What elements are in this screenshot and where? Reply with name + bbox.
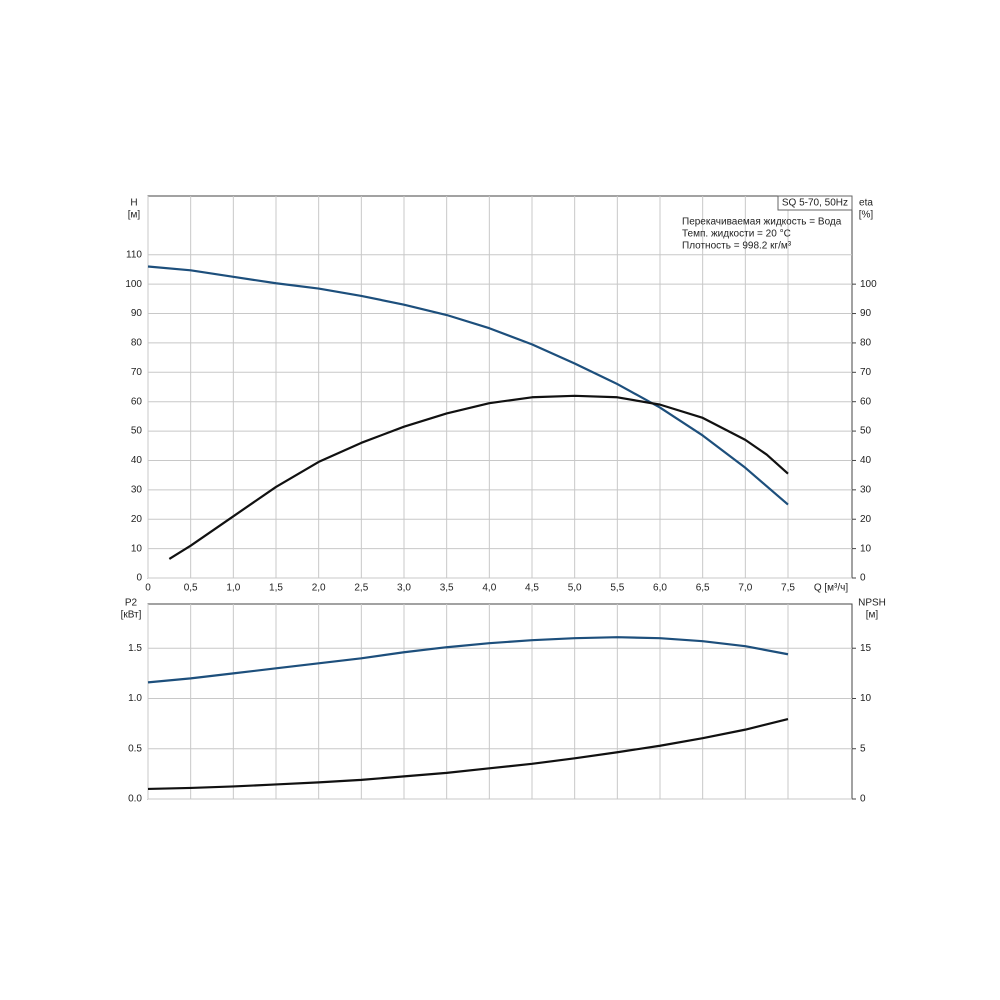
y2-tick-label: 60 xyxy=(860,396,872,407)
y2-tick-label: 90 xyxy=(860,308,872,319)
y2-tick-label: 20 xyxy=(860,514,872,525)
y-tick-label: 1.0 xyxy=(128,693,142,704)
x-tick-label: 4,5 xyxy=(525,583,539,594)
y-tick-label: 10 xyxy=(131,543,143,554)
y-tick-label: 90 xyxy=(131,308,143,319)
y-tick-label: 0.0 xyxy=(128,794,142,805)
y2-tick-label: 10 xyxy=(860,693,872,704)
y2-axis-label: eta xyxy=(859,198,873,209)
y-tick-label: 60 xyxy=(131,396,143,407)
x-tick-label: 6,0 xyxy=(653,583,667,594)
annotation: Перекачиваемая жидкость = Вода xyxy=(682,217,842,228)
bottom-frame xyxy=(147,603,853,800)
x-tick-label: 0,5 xyxy=(184,583,198,594)
x-tick-label: 5,5 xyxy=(610,583,624,594)
annotation: Темп. жидкости = 20 °C xyxy=(682,229,791,240)
x-tick-label: 7,5 xyxy=(781,583,795,594)
y2-tick-label: 15 xyxy=(860,643,872,654)
y2-tick-label: 5 xyxy=(860,743,866,754)
x-tick-label: 3,5 xyxy=(440,583,454,594)
y2-tick-label: 40 xyxy=(860,455,872,466)
y-axis-unit: [м] xyxy=(128,210,141,221)
curve xyxy=(147,636,789,684)
curve xyxy=(147,718,789,791)
curve xyxy=(168,394,789,560)
x-tick-label: 2,0 xyxy=(312,583,326,594)
y-tick-label: 50 xyxy=(131,426,143,437)
y2-tick-label: 0 xyxy=(860,794,866,805)
y2-tick-label: 0 xyxy=(860,573,866,584)
x-axis-label: Q [м³/ч] xyxy=(814,583,849,594)
y-tick-label: 0 xyxy=(136,573,142,584)
x-tick-label: 7,0 xyxy=(738,583,752,594)
y2-tick-label: 30 xyxy=(860,484,872,495)
y-axis-label: P2 xyxy=(125,598,138,609)
x-tick-label: 4,0 xyxy=(482,583,496,594)
y2-axis-label: NPSH xyxy=(858,598,886,609)
top-frame xyxy=(147,195,853,579)
x-tick-label: 5,0 xyxy=(568,583,582,594)
y2-axis-unit: [%] xyxy=(859,210,874,221)
title-box xyxy=(777,195,853,211)
y-tick-label: 0.5 xyxy=(128,743,142,754)
y2-tick-label: 10 xyxy=(860,543,872,554)
y2-tick-label: 50 xyxy=(860,426,872,437)
y-tick-label: 80 xyxy=(131,338,143,349)
y-tick-label: 1.5 xyxy=(128,643,142,654)
y-tick-label: 40 xyxy=(131,455,143,466)
y-tick-label: 30 xyxy=(131,484,143,495)
pump-title: SQ 5-70, 50Hz xyxy=(782,198,848,209)
x-tick-label: 1,5 xyxy=(269,583,283,594)
curve xyxy=(147,265,789,506)
y2-axis-unit: [м] xyxy=(866,610,879,621)
y-tick-label: 100 xyxy=(125,279,142,290)
x-tick-label: 0 xyxy=(145,583,151,594)
y-axis-label: H xyxy=(130,198,137,209)
y2-tick-label: 80 xyxy=(860,338,872,349)
x-tick-label: 1,0 xyxy=(226,583,240,594)
y-axis-unit: [кВт] xyxy=(121,610,142,621)
y-tick-label: 20 xyxy=(131,514,143,525)
x-tick-label: 3,0 xyxy=(397,583,411,594)
y2-tick-label: 100 xyxy=(860,279,877,290)
x-tick-label: 2,5 xyxy=(354,583,368,594)
y-tick-label: 110 xyxy=(126,249,142,260)
y2-tick-label: 70 xyxy=(860,367,872,378)
x-tick-label: 6,5 xyxy=(696,583,710,594)
y-tick-label: 70 xyxy=(131,367,143,378)
annotation: Плотность = 998.2 кг/м³ xyxy=(682,241,792,252)
